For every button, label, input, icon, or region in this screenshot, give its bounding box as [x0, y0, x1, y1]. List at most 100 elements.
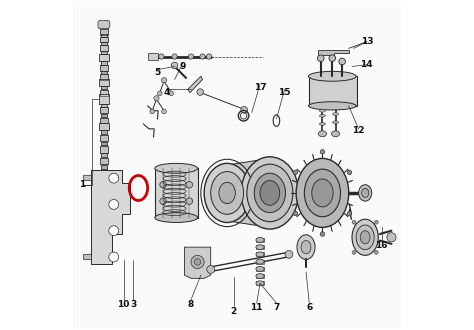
Bar [100, 130, 107, 134]
Bar [100, 158, 108, 164]
Ellipse shape [256, 252, 264, 257]
Bar [101, 34, 107, 37]
Bar [256, 260, 264, 264]
Bar [100, 74, 108, 80]
Ellipse shape [256, 266, 264, 271]
Text: 8: 8 [188, 300, 194, 309]
Text: 17: 17 [254, 83, 266, 92]
Ellipse shape [319, 131, 327, 137]
Bar [101, 71, 107, 74]
Ellipse shape [155, 213, 198, 222]
Bar [256, 252, 264, 256]
Text: 14: 14 [361, 60, 373, 69]
Circle shape [197, 89, 203, 95]
Polygon shape [188, 76, 202, 93]
Ellipse shape [254, 173, 285, 213]
Circle shape [150, 109, 155, 114]
Ellipse shape [256, 245, 264, 249]
Ellipse shape [301, 241, 311, 254]
Text: 1: 1 [80, 180, 86, 189]
Ellipse shape [219, 182, 236, 204]
Text: 5: 5 [155, 69, 161, 78]
Bar [100, 146, 108, 152]
Bar [100, 29, 108, 35]
Ellipse shape [359, 185, 372, 201]
Polygon shape [98, 20, 110, 29]
Ellipse shape [333, 113, 338, 116]
Ellipse shape [155, 163, 198, 173]
Ellipse shape [309, 102, 356, 110]
Circle shape [194, 259, 201, 265]
Bar [100, 54, 109, 61]
Circle shape [109, 226, 118, 236]
Text: 12: 12 [352, 126, 365, 135]
Bar [100, 90, 108, 96]
Circle shape [157, 91, 162, 96]
Ellipse shape [304, 169, 340, 217]
Ellipse shape [362, 188, 369, 198]
Ellipse shape [319, 123, 325, 125]
Circle shape [162, 78, 167, 83]
Text: 3: 3 [130, 300, 137, 309]
Circle shape [347, 170, 352, 175]
Text: 13: 13 [361, 37, 373, 46]
Circle shape [109, 252, 118, 262]
Bar [101, 51, 107, 54]
Circle shape [329, 55, 336, 61]
Circle shape [374, 220, 378, 224]
Circle shape [171, 62, 178, 69]
Bar [100, 65, 108, 71]
Ellipse shape [360, 231, 370, 244]
Text: 16: 16 [375, 241, 388, 250]
Circle shape [387, 233, 396, 242]
Ellipse shape [256, 274, 264, 279]
Ellipse shape [356, 225, 374, 249]
Circle shape [162, 109, 166, 114]
Text: 7: 7 [273, 304, 280, 313]
Ellipse shape [204, 163, 250, 222]
Ellipse shape [331, 131, 340, 137]
Circle shape [188, 54, 193, 59]
Ellipse shape [352, 219, 378, 255]
Bar [100, 104, 107, 107]
Circle shape [320, 232, 325, 236]
Text: 6: 6 [306, 304, 312, 313]
Ellipse shape [312, 179, 333, 207]
Text: 11: 11 [250, 304, 263, 313]
Ellipse shape [241, 157, 299, 229]
Ellipse shape [256, 259, 264, 264]
Bar [310, 76, 357, 106]
Circle shape [149, 54, 154, 59]
Bar [101, 42, 107, 45]
Circle shape [160, 182, 166, 188]
Circle shape [109, 200, 118, 209]
Bar [148, 53, 158, 60]
Circle shape [169, 91, 173, 96]
Circle shape [320, 149, 325, 154]
Bar [256, 274, 264, 278]
Text: 4: 4 [163, 88, 170, 97]
Circle shape [207, 266, 215, 274]
Ellipse shape [211, 172, 244, 214]
Bar [256, 238, 264, 242]
Bar [100, 118, 108, 123]
Ellipse shape [333, 121, 338, 124]
Circle shape [186, 198, 192, 204]
Polygon shape [227, 158, 270, 227]
Circle shape [191, 255, 204, 269]
Circle shape [293, 170, 298, 175]
Circle shape [339, 58, 346, 65]
Ellipse shape [260, 181, 280, 205]
Circle shape [352, 250, 356, 254]
Ellipse shape [319, 115, 325, 117]
Ellipse shape [256, 238, 264, 243]
Bar [101, 142, 107, 145]
Polygon shape [318, 50, 349, 55]
Bar [256, 267, 264, 271]
Ellipse shape [247, 164, 293, 222]
Bar [100, 123, 109, 130]
Bar [256, 281, 264, 285]
Circle shape [374, 250, 378, 254]
Polygon shape [184, 247, 211, 279]
Circle shape [160, 198, 166, 204]
